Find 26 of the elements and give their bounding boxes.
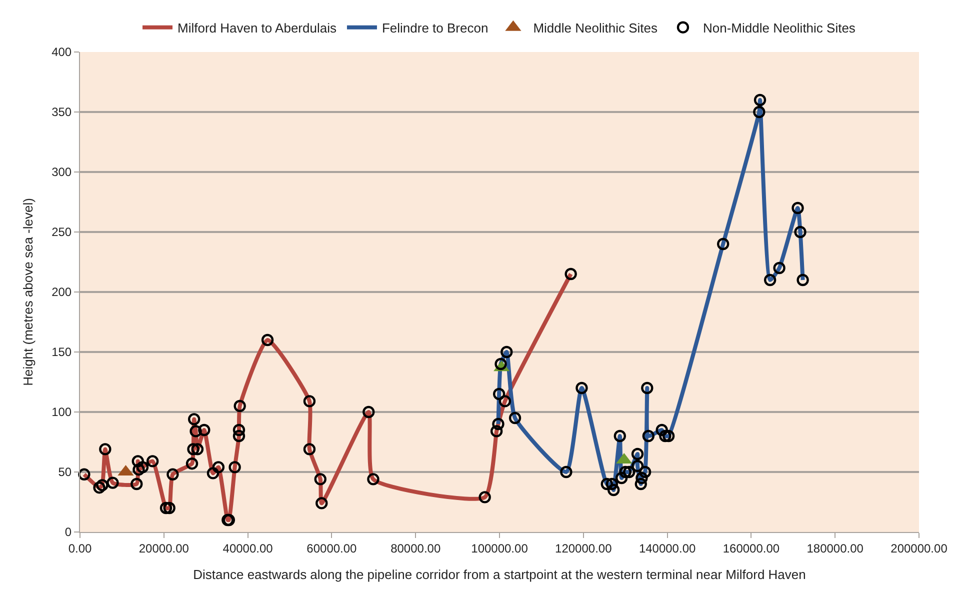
y-axis-title: Height (metres above sea -level) — [20, 198, 36, 386]
x-axis-title: Distance eastwards along the pipeline corridor from a startpoint at the western terminal near Milford Haven — [193, 567, 806, 582]
x-tick-label: 160000.00 — [722, 541, 780, 556]
x-tick-label: 60000.00 — [306, 541, 358, 556]
y-tick-label: 0 — [64, 525, 72, 540]
y-tick-label: 300 — [52, 165, 72, 180]
y-tick-label: 400 — [52, 45, 72, 60]
legend-label: Middle Neolithic Sites — [533, 20, 658, 36]
x-tick-label: 200000.00 — [890, 541, 948, 556]
y-tick-label: 50 — [58, 465, 72, 480]
x-tick-label: 80000.00 — [390, 541, 441, 556]
y-tick-label: 250 — [52, 225, 72, 240]
x-tick-label: 120000.00 — [555, 541, 612, 556]
y-tick-label: 150 — [52, 345, 72, 360]
x-tick-label: 0.00 — [68, 541, 92, 556]
x-tick-label: 20000.00 — [138, 541, 190, 556]
x-tick-label: 100000.00 — [471, 541, 528, 556]
x-tick-label: 140000.00 — [638, 541, 696, 556]
x-tick-label: 180000.00 — [806, 541, 864, 556]
legend-label: Felindre to Brecon — [382, 20, 488, 36]
y-tick-label: 350 — [52, 105, 72, 120]
y-tick-label: 100 — [52, 405, 72, 420]
legend-label: Milford Haven to Aberdulais — [178, 20, 337, 36]
legend-label: Non-Middle Neolithic Sites — [702, 20, 856, 36]
x-tick-label: 40000.00 — [222, 541, 274, 556]
y-tick-label: 200 — [52, 285, 72, 300]
